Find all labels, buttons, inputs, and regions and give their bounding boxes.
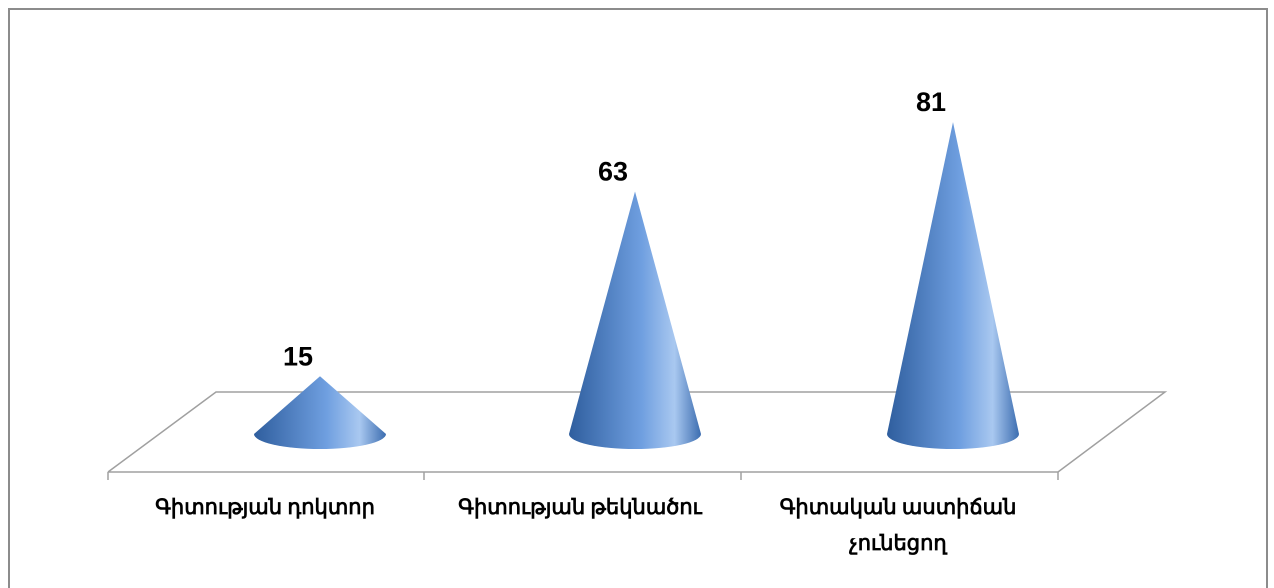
category-label: Գիտության դոկտոր <box>155 495 375 519</box>
chart-floor <box>107 391 1168 480</box>
category-label: Գիտության թեկնածու <box>458 495 703 519</box>
data-label: 81 <box>916 87 946 117</box>
cone-body <box>569 191 701 449</box>
cone-series <box>254 122 1019 450</box>
cone-body <box>254 376 386 449</box>
cone-bar <box>569 191 701 449</box>
cone-bar <box>254 376 386 449</box>
data-label: 15 <box>283 341 313 371</box>
cone-body <box>887 122 1019 450</box>
data-labels: 15 63 81 <box>283 87 946 371</box>
data-label: 63 <box>598 156 628 186</box>
category-label: չունեցող <box>848 531 948 555</box>
category-label: Գիտական աստիճան <box>780 495 1017 519</box>
category-labels: Գիտության դոկտոր Գիտության թեկնածու Գիտակա… <box>155 495 1016 555</box>
cone-bar <box>887 122 1019 450</box>
